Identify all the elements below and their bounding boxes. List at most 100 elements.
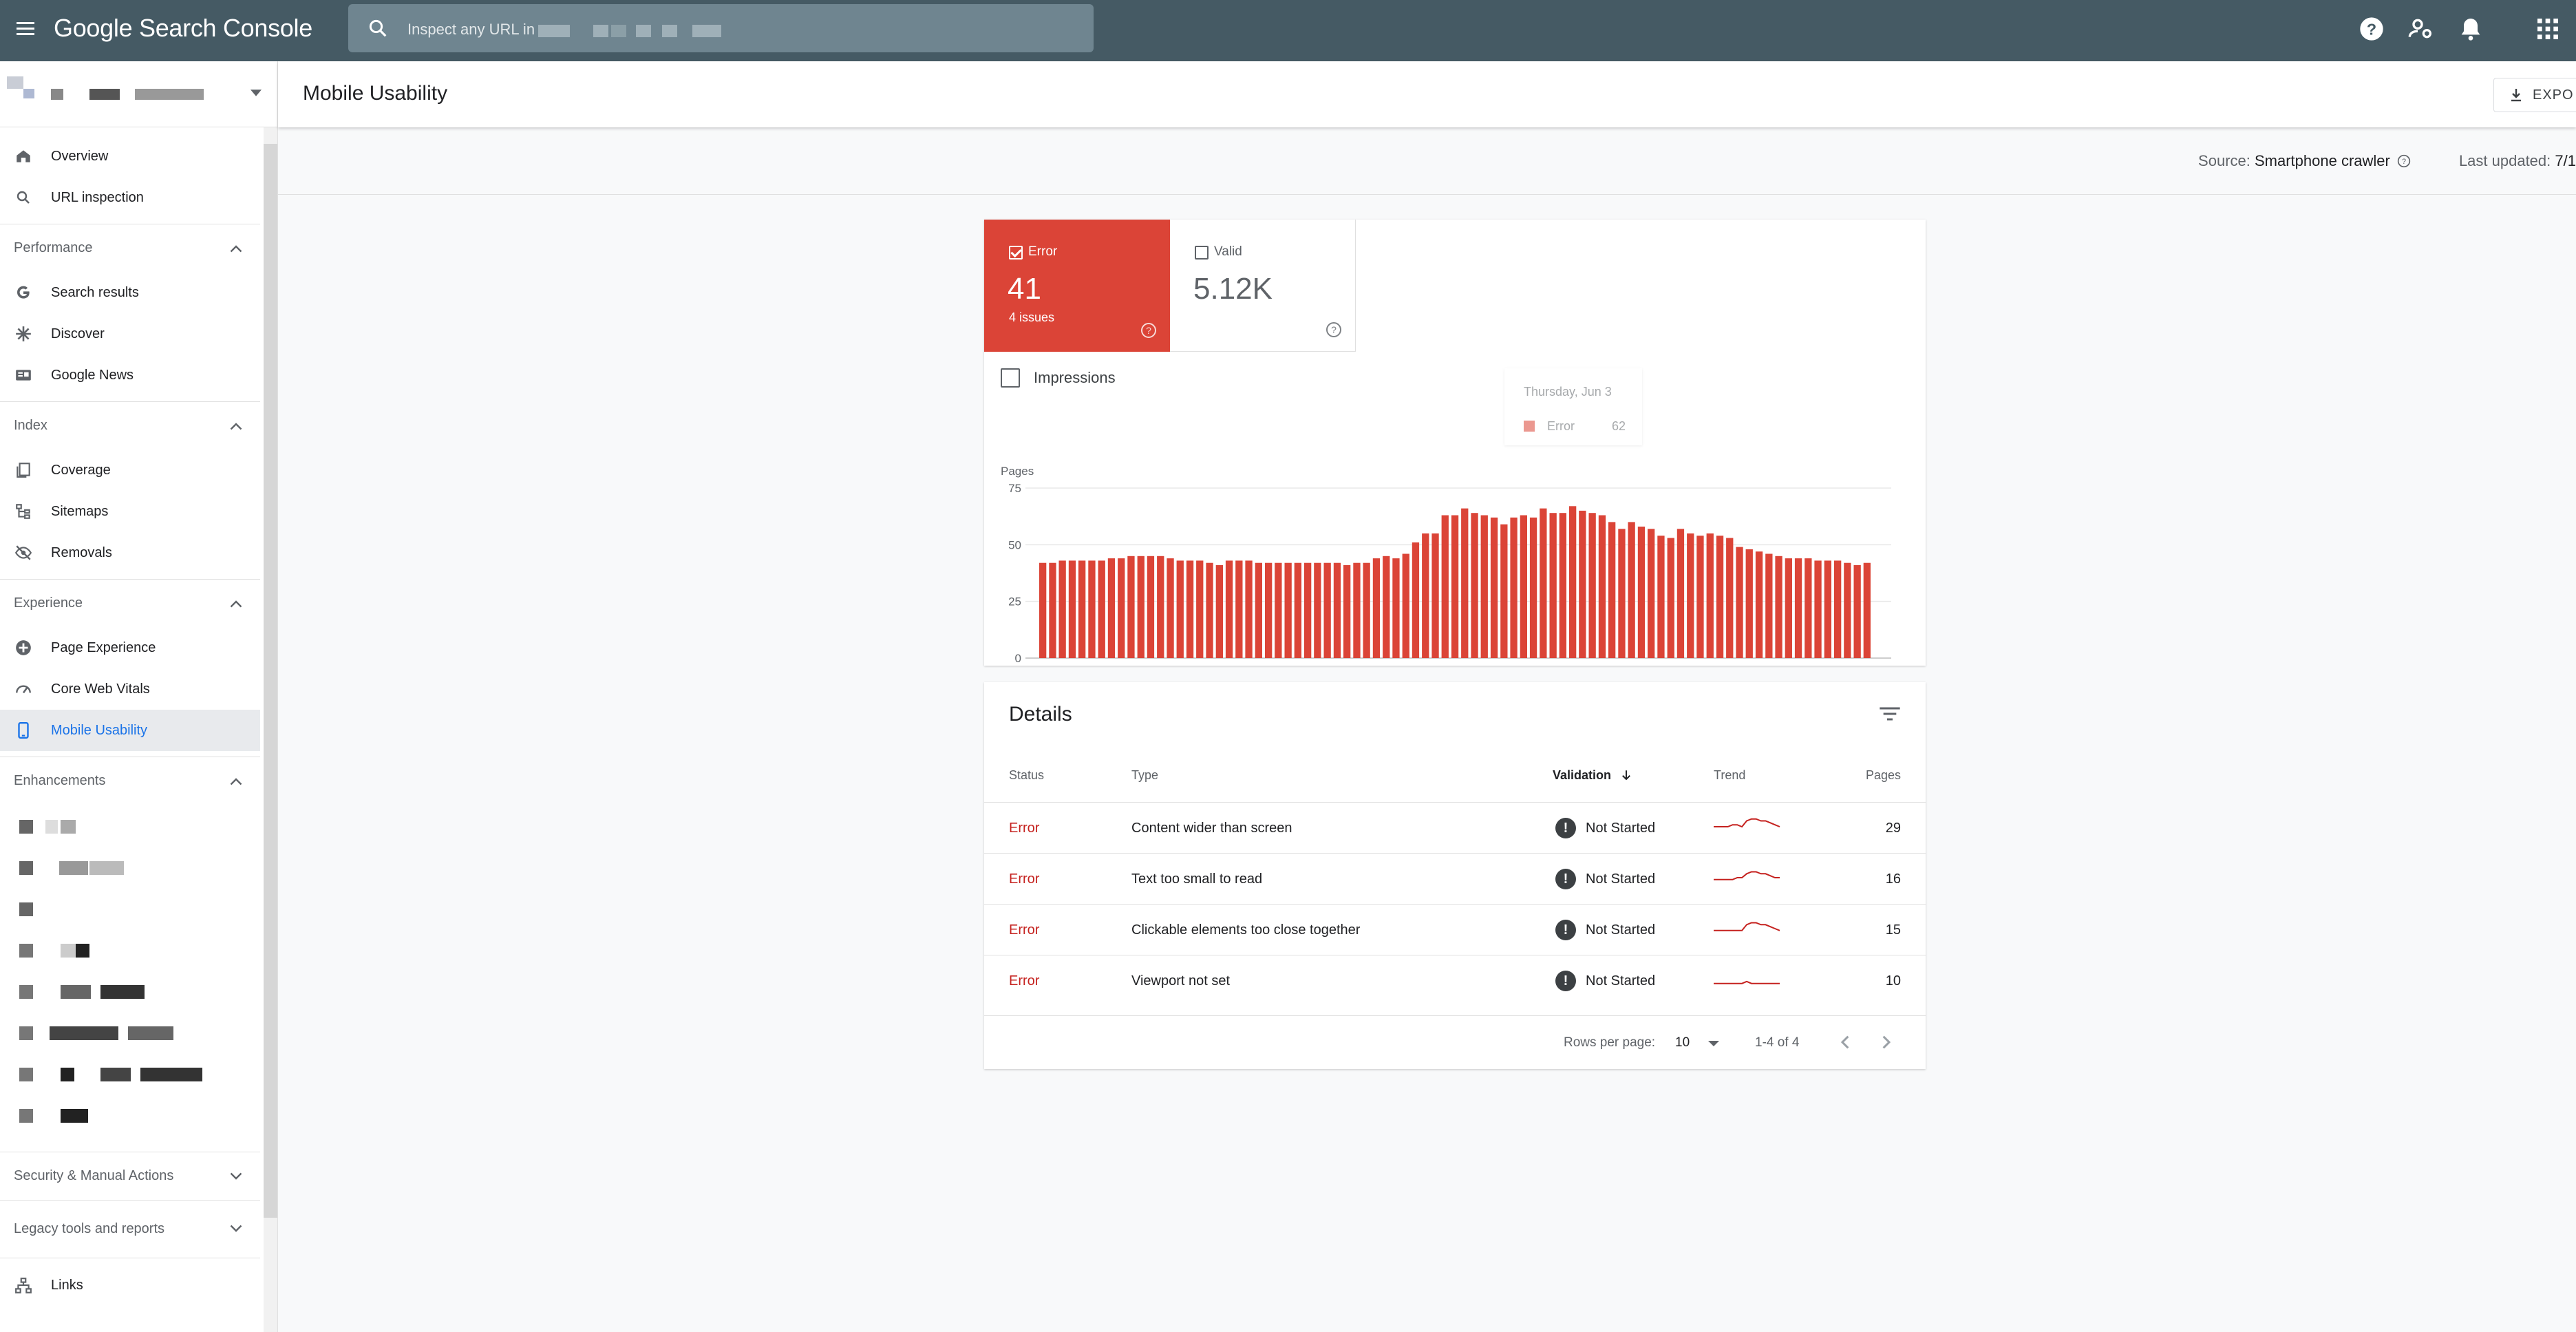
- y-tick-label: 25: [1008, 595, 1021, 609]
- chart-bar: [1058, 560, 1066, 658]
- sidebar-item-label: Core Web Vitals: [51, 681, 150, 697]
- rows-per-page-select[interactable]: 10: [1675, 1035, 1690, 1050]
- chart-bar: [1255, 562, 1262, 658]
- url-inspect-search[interactable]: Inspect any URL in: [348, 4, 1094, 52]
- chart-bar: [1176, 560, 1184, 658]
- valid-summary-tile[interactable]: Valid 5.12K ?: [1170, 220, 1356, 352]
- sidebar-item-redacted[interactable]: [0, 1011, 260, 1053]
- chart-bar: [1540, 508, 1547, 658]
- col-header-pages[interactable]: Pages: [1865, 768, 1901, 782]
- sidebar-item-redacted[interactable]: [0, 970, 260, 1011]
- export-button[interactable]: EXPO: [2493, 78, 2576, 112]
- sidebar-item-redacted[interactable]: [0, 1094, 260, 1135]
- sidebar-item-search-results[interactable]: Search results: [0, 272, 260, 313]
- sidebar-item-label: Links: [51, 1278, 83, 1293]
- sidebar-item-redacted[interactable]: [0, 887, 260, 929]
- help-circle-icon[interactable]: ?: [1326, 322, 1341, 337]
- error-checkbox[interactable]: [1009, 246, 1023, 260]
- section-experience[interactable]: Experience: [0, 579, 260, 627]
- chart-bar: [1372, 558, 1381, 658]
- sidebar-scrollbar-thumb[interactable]: [264, 144, 277, 1218]
- impressions-checkbox[interactable]: [1001, 368, 1020, 388]
- sidebar-item-redacted[interactable]: [0, 1053, 260, 1094]
- plus-circle-icon: [14, 638, 33, 657]
- section-performance[interactable]: Performance: [0, 224, 260, 272]
- notifications-icon[interactable]: [2457, 15, 2484, 43]
- user-settings-icon[interactable]: [2407, 15, 2435, 43]
- apps-grid-icon[interactable]: [2534, 15, 2562, 43]
- chart-bar: [1206, 562, 1213, 658]
- sidebar-item-overview[interactable]: Overview: [0, 136, 260, 177]
- section-enhancements[interactable]: Enhancements: [0, 757, 260, 805]
- sidebar-item-redacted[interactable]: [0, 846, 260, 887]
- details-card: Details Status Type Validation Trend Pag…: [984, 682, 1926, 1069]
- sidebar-item-page-experience[interactable]: Page Experience: [0, 627, 260, 668]
- sidebar-item-redacted[interactable]: [0, 805, 260, 846]
- sidebar-item-redacted[interactable]: [0, 929, 260, 970]
- col-header-trend[interactable]: Trend: [1714, 768, 1746, 782]
- sidebar-item-removals[interactable]: Removals: [0, 532, 260, 573]
- property-selector[interactable]: [0, 61, 277, 127]
- chart-bar: [1608, 522, 1616, 658]
- chart-bar: [1824, 560, 1831, 658]
- table-row[interactable]: Error Content wider than screen! Not Start…: [984, 802, 1926, 853]
- sidebar-item-mobile-usability[interactable]: Mobile Usability: [0, 710, 260, 751]
- chart-bar: [1039, 562, 1047, 658]
- col-header-validation[interactable]: Validation: [1553, 768, 1632, 783]
- filter-icon[interactable]: [1879, 706, 1901, 722]
- last-updated: Last updated: 7/1: [2459, 152, 2576, 170]
- row-pages: 10: [1885, 973, 1901, 989]
- table-row[interactable]: Error Text too small to read! Not Started 1…: [984, 853, 1926, 904]
- chart-bar: [1383, 556, 1390, 658]
- table-row[interactable]: Error Clickable elements too close togeth…: [984, 904, 1926, 955]
- row-type: Content wider than screen: [1131, 821, 1292, 836]
- sidebar-item-discover[interactable]: Discover: [0, 313, 260, 355]
- error-label: Error: [1028, 244, 1058, 259]
- export-label: EXPO: [2533, 87, 2574, 103]
- section-legacy[interactable]: Legacy tools and reports: [0, 1200, 260, 1258]
- col-header-status[interactable]: Status: [1009, 768, 1045, 782]
- chart-bar: [1500, 524, 1508, 658]
- chart-bar: [1049, 562, 1056, 658]
- impressions-toggle[interactable]: Impressions: [1001, 368, 1116, 388]
- chevron-left-icon[interactable]: [1839, 1035, 1853, 1049]
- help-icon[interactable]: ?: [2358, 15, 2385, 43]
- chart-bar: [1549, 513, 1557, 658]
- error-summary-tile[interactable]: Error 41 4 issues ?: [984, 220, 1170, 352]
- sidebar-item-core-web-vitals[interactable]: Core Web Vitals: [0, 668, 260, 710]
- chart-bar: [1186, 560, 1194, 658]
- chart-bar: [1137, 556, 1145, 658]
- chart-bar: [1755, 551, 1763, 658]
- trend-sparkline: [1714, 980, 1780, 984]
- section-security[interactable]: Security & Manual Actions: [0, 1152, 260, 1200]
- menu-icon[interactable]: [17, 19, 34, 42]
- section-index[interactable]: Index: [0, 401, 260, 450]
- app-brand[interactable]: Google Search Console: [54, 14, 312, 42]
- chart-bar: [1422, 533, 1429, 658]
- help-circle-icon[interactable]: ?: [2397, 154, 2411, 168]
- sidebar-item-coverage[interactable]: Coverage: [0, 450, 260, 491]
- rows-per-page-label: Rows per page:: [1564, 1035, 1656, 1050]
- table-row[interactable]: Error Viewport not set! Not Started 10: [984, 955, 1926, 1006]
- sidebar-item-sitemaps[interactable]: Sitemaps: [0, 491, 260, 532]
- sidebar-item-url-inspection[interactable]: URL inspection: [0, 177, 260, 218]
- dropdown-arrow-icon[interactable]: [1708, 1041, 1719, 1046]
- sidebar-item-google-news[interactable]: Google News: [0, 355, 260, 396]
- home-icon: [14, 147, 33, 166]
- chart-bar: [1480, 515, 1488, 658]
- row-type: Text too small to read: [1131, 871, 1263, 887]
- pagination: Rows per page: 10 1-4 of 4: [984, 1015, 1926, 1069]
- error-count: 41: [1008, 272, 1041, 306]
- trend-sparkline: [1714, 871, 1780, 880]
- col-header-type[interactable]: Type: [1131, 768, 1159, 782]
- sidebar-item-links[interactable]: Links: [0, 1258, 260, 1313]
- sidebar-item-label: Search results: [51, 284, 139, 300]
- chart-bar: [1431, 533, 1439, 658]
- chart-bar: [1078, 560, 1086, 658]
- chart-bar: [1598, 515, 1606, 658]
- chart-bar: [1657, 536, 1665, 658]
- valid-checkbox[interactable]: [1195, 246, 1209, 260]
- chart-bar: [1215, 565, 1223, 658]
- help-circle-icon[interactable]: ?: [1141, 323, 1156, 338]
- chevron-right-icon[interactable]: [1879, 1035, 1893, 1049]
